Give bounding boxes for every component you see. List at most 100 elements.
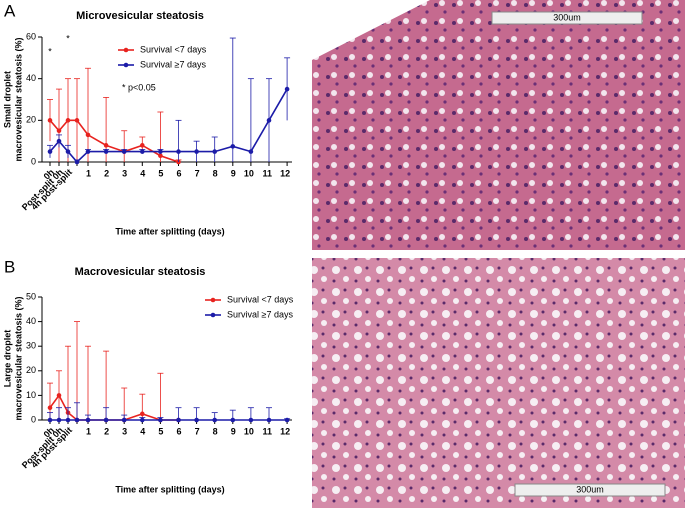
data-point xyxy=(248,417,254,423)
data-point xyxy=(121,149,127,154)
y-axis-label: Small droplet xyxy=(2,71,12,128)
data-point xyxy=(194,417,199,423)
x-tick-label: 10 xyxy=(244,426,254,436)
scale-bar-label: 300um xyxy=(576,484,604,494)
data-point xyxy=(176,149,181,154)
legend-marker xyxy=(123,62,129,68)
data-point xyxy=(140,143,145,148)
data-point xyxy=(74,159,80,165)
legend-label: Survival ≥7 days xyxy=(140,59,206,69)
data-point xyxy=(85,132,91,138)
x-tick-label: 5 xyxy=(158,426,163,436)
data-point xyxy=(47,118,53,123)
data-point xyxy=(65,149,71,154)
histology-image xyxy=(312,0,685,250)
legend-marker xyxy=(123,47,129,53)
data-point xyxy=(56,128,62,134)
data-point xyxy=(56,138,62,144)
x-tick-label: 2 xyxy=(104,426,109,436)
legend-label: Survival <7 days xyxy=(140,44,207,54)
data-point xyxy=(140,411,145,417)
data-point xyxy=(266,118,272,123)
y-tick-label: 0 xyxy=(31,414,36,424)
note: * p<0.05 xyxy=(122,82,156,92)
data-point xyxy=(248,149,254,154)
data-point xyxy=(56,393,62,398)
x-tick-label: 6 xyxy=(176,168,181,178)
x-tick-label: 3 xyxy=(122,426,127,436)
data-point xyxy=(176,417,181,423)
y-tick-label: 20 xyxy=(26,365,36,375)
series-line xyxy=(49,88,288,164)
x-tick-label: 8 xyxy=(213,426,218,436)
x-tick-label: 8 xyxy=(213,168,218,178)
series-line xyxy=(49,119,179,163)
x-tick-label: 7 xyxy=(195,168,200,178)
data-point xyxy=(74,118,80,123)
x-tick-label: 11 xyxy=(262,168,272,178)
data-point xyxy=(47,405,53,411)
series xyxy=(47,321,182,420)
x-tick-label: 12 xyxy=(280,168,290,178)
x-tick-label: 1 xyxy=(86,426,91,436)
y-tick-label: 10 xyxy=(26,390,36,400)
y-tick-label: 20 xyxy=(26,115,36,125)
scale-bar xyxy=(491,11,643,25)
x-tick-label: 5 xyxy=(158,168,163,178)
y-axis-label: macrovesicular steatosis (%) xyxy=(13,37,23,161)
x-tick-label: 12 xyxy=(280,426,290,436)
x-tick-label: 9 xyxy=(231,426,236,436)
significance-marker: * xyxy=(66,33,70,43)
x-tick-label: 4 xyxy=(140,168,145,178)
data-point xyxy=(56,417,62,423)
data-point xyxy=(85,417,91,423)
x-tick-label: 6 xyxy=(176,426,181,436)
data-point xyxy=(74,417,80,423)
data-point xyxy=(158,149,163,154)
data-point xyxy=(284,86,290,92)
scale-bar xyxy=(514,483,666,497)
legend-label: Survival <7 days xyxy=(227,294,294,304)
data-point xyxy=(266,417,272,423)
y-axis-label: macrovesicular steatosis (%) xyxy=(13,296,23,420)
series xyxy=(47,67,182,162)
x-tick-label: 9 xyxy=(231,168,236,178)
data-point xyxy=(85,149,91,154)
x-tick-label: 1 xyxy=(86,168,91,178)
data-point xyxy=(47,417,53,423)
significance-marker: * xyxy=(48,46,52,56)
data-point xyxy=(121,417,127,423)
data-point xyxy=(65,118,71,123)
x-tick-label: 11 xyxy=(262,426,272,436)
y-tick-label: 30 xyxy=(26,341,36,351)
data-point xyxy=(158,417,163,423)
x-axis-label: Time after splitting (days) xyxy=(115,226,224,236)
data-point xyxy=(65,417,71,423)
chart-title: Macrovesicular steatosis xyxy=(75,266,206,278)
x-tick-label: 3 xyxy=(122,168,127,178)
x-tick-label: 10 xyxy=(244,168,254,178)
data-point xyxy=(230,417,236,423)
y-tick-label: 40 xyxy=(26,73,36,83)
chart-title: Microvesicular steatosis xyxy=(76,10,204,22)
x-tick-label: 7 xyxy=(195,426,200,436)
histology-image xyxy=(312,258,685,508)
x-axis-label: Time after splitting (days) xyxy=(115,484,224,494)
legend-marker xyxy=(210,297,216,303)
data-point xyxy=(47,149,53,154)
scale-bar-label: 300um xyxy=(553,12,581,22)
data-point xyxy=(158,153,163,159)
panel-label: B xyxy=(4,257,15,276)
y-tick-label: 40 xyxy=(26,316,36,326)
panel-label: A xyxy=(4,1,16,20)
data-point xyxy=(284,417,290,423)
image-background xyxy=(312,0,430,60)
x-tick-label: 2 xyxy=(104,168,109,178)
y-tick-label: 50 xyxy=(26,291,36,301)
y-tick-label: 0 xyxy=(31,156,36,166)
data-point xyxy=(140,149,145,154)
legend-marker xyxy=(210,312,216,318)
data-point xyxy=(230,144,236,149)
y-tick-label: 60 xyxy=(26,31,36,41)
